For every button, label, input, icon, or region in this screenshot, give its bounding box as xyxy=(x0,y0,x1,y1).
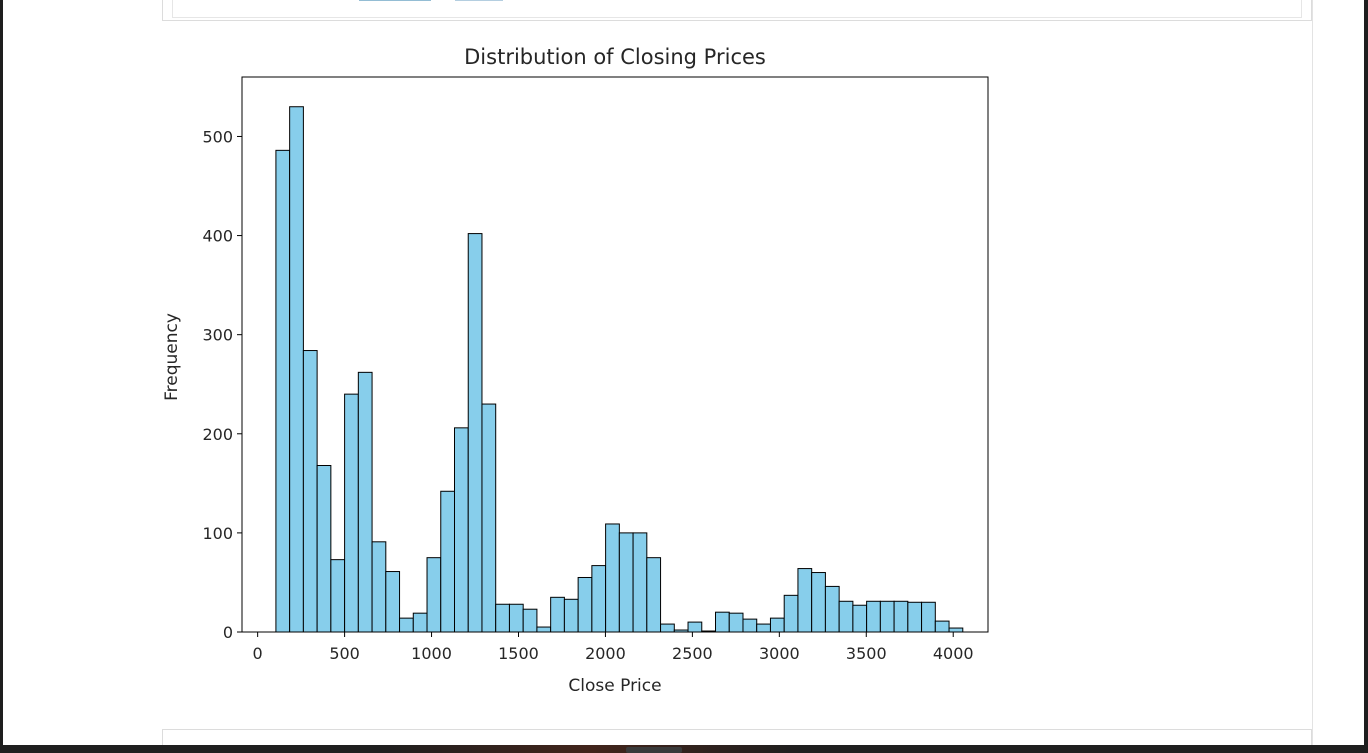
histogram-bar xyxy=(316,465,332,633)
right-gutter xyxy=(1312,0,1365,745)
y-axis-label: Frequency xyxy=(162,313,182,401)
histogram-bar xyxy=(852,604,868,633)
histogram-bar xyxy=(660,623,675,633)
histogram-bar xyxy=(824,585,840,633)
histogram-bar xyxy=(742,618,758,633)
histogram-bar xyxy=(618,532,634,633)
histogram-bar xyxy=(756,623,771,633)
y-tick-label: 0 xyxy=(223,623,233,642)
histogram-bar xyxy=(426,557,442,633)
histogram-bar xyxy=(495,603,510,633)
histogram-bar xyxy=(948,627,964,633)
y-tick-label: 400 xyxy=(202,227,233,246)
histogram-bar xyxy=(866,600,881,633)
histogram-bar xyxy=(440,490,456,633)
y-tick-label: 300 xyxy=(202,326,233,345)
histogram-bar xyxy=(879,600,895,633)
histogram-bar xyxy=(591,565,607,633)
x-tick-label: 500 xyxy=(329,644,360,663)
previous-cell-output xyxy=(162,0,1312,21)
x-axis-label: Close Price xyxy=(568,676,661,696)
histogram-bar xyxy=(605,523,620,633)
histogram-bar xyxy=(522,608,538,633)
x-tick-label: 2000 xyxy=(585,644,626,663)
histogram-bar xyxy=(563,598,579,633)
histogram-bar xyxy=(357,371,373,633)
histogram-bars xyxy=(275,106,964,633)
histogram-bar xyxy=(632,532,648,633)
histogram-bar xyxy=(646,557,662,633)
chart-title: Distribution of Closing Prices xyxy=(464,45,766,69)
x-tick-label: 0 xyxy=(253,644,263,663)
x-axis-ticks: 0 500 1000 1500 2000 2500 3000 3500 4000 xyxy=(253,632,974,663)
histogram-bar xyxy=(797,568,813,633)
taskbar-strip xyxy=(0,745,1368,753)
histogram-bar xyxy=(399,617,414,633)
histogram-bar xyxy=(344,393,359,633)
histogram-bar xyxy=(687,621,703,633)
x-tick-label: 2500 xyxy=(672,644,713,663)
histogram-bar xyxy=(454,427,469,633)
x-tick-label: 3500 xyxy=(846,644,887,663)
x-tick-label: 4000 xyxy=(933,644,974,663)
y-axis-ticks: 0 100 200 300 400 500 xyxy=(202,127,242,642)
histogram-bar xyxy=(289,106,304,633)
y-tick-label: 100 xyxy=(202,524,233,543)
histogram-bar xyxy=(536,626,552,633)
previous-cell-inner xyxy=(172,0,1302,18)
y-tick-label: 500 xyxy=(202,127,233,146)
x-tick-label: 3000 xyxy=(759,644,800,663)
x-tick-label: 1000 xyxy=(411,644,452,663)
y-tick-label: 200 xyxy=(202,425,233,444)
x-tick-label: 1500 xyxy=(498,644,539,663)
histogram-bar xyxy=(838,600,854,633)
histogram-bar xyxy=(550,596,565,633)
taskbar-tab[interactable] xyxy=(626,747,682,753)
histogram-bar xyxy=(934,620,950,633)
plot-area-frame xyxy=(241,76,989,633)
window-right-border xyxy=(1364,0,1368,753)
histogram-bar xyxy=(811,572,826,633)
histogram-bar xyxy=(385,571,401,633)
window-left-border xyxy=(0,0,3,753)
next-cell[interactable] xyxy=(162,729,1312,750)
histogram-bar xyxy=(481,403,497,633)
histogram-bar xyxy=(715,611,730,633)
histogram-bar xyxy=(577,576,593,633)
histogram-bar xyxy=(275,149,291,633)
histogram-bar xyxy=(893,600,909,633)
histogram-bar xyxy=(783,594,799,633)
histogram-bar xyxy=(907,601,923,633)
histogram-bar xyxy=(728,612,744,633)
histogram-bar xyxy=(467,233,483,633)
histogram-bar xyxy=(769,617,785,633)
previous-cell-text-fragment xyxy=(359,0,599,1)
histogram-bar xyxy=(371,541,387,633)
histogram-bar xyxy=(921,601,936,633)
histogram-bar xyxy=(412,612,428,633)
taskbar-glow xyxy=(380,745,800,753)
histogram-bar xyxy=(508,603,524,633)
histogram-bar xyxy=(302,350,318,633)
histogram-bar xyxy=(330,559,346,633)
